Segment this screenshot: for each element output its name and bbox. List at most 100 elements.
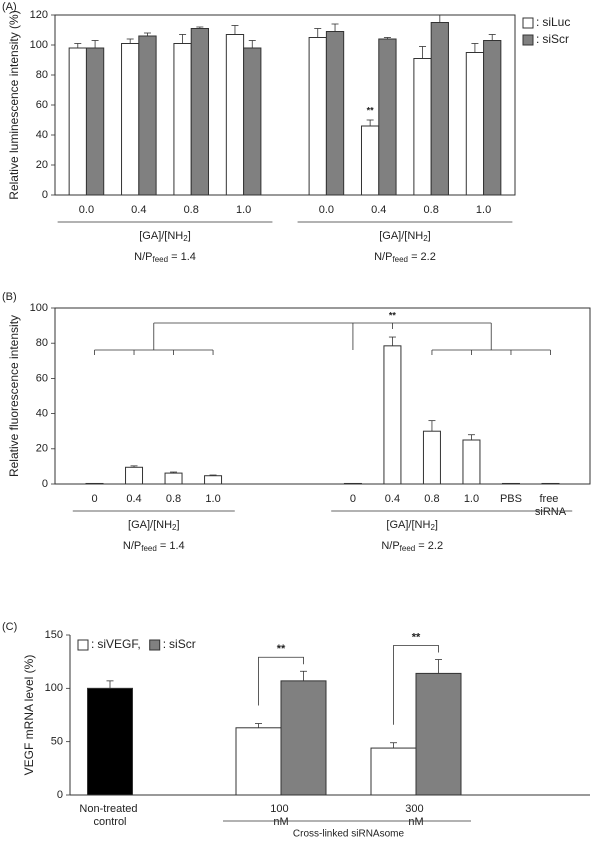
bar [138, 35, 157, 196]
x-tick-label: 0.4 [131, 204, 146, 216]
panel-label: (C) [2, 621, 17, 633]
x-tick-label: 300 nM [405, 803, 426, 828]
group-ratio-label-part: [GA]/[NH [128, 519, 172, 531]
y-tick-label: 0 [42, 189, 48, 201]
x-tick-label: 1.0 [476, 204, 491, 216]
group-ratio-label-part: [GA]/[NH [139, 230, 183, 242]
group-np-label: N/Pfeed = 1.4 [134, 251, 196, 264]
legend-swatch [149, 639, 161, 651]
y-tick-label: 20 [36, 443, 48, 455]
x-tick-label: 0.8 [424, 204, 439, 216]
x-tick-label: free siRNA [535, 493, 567, 518]
plot-frame [54, 307, 591, 485]
group-np-label-part: = 2.2 [408, 251, 436, 263]
bar [343, 482, 362, 485]
y-tick-label: 80 [36, 337, 48, 349]
legend-name: siLuc [542, 15, 570, 29]
bar [541, 482, 560, 485]
legend-name: siVEGF [97, 637, 138, 651]
group-np-label-part: N/P [123, 540, 141, 552]
bar [370, 747, 417, 796]
control-bar [87, 687, 133, 796]
bar [280, 680, 327, 796]
group-np-label-part: feed [152, 255, 168, 264]
bar [462, 439, 481, 485]
group-np-label: N/Pfeed = 1.4 [123, 540, 185, 553]
legend-prefix: : [91, 637, 94, 651]
significance-bracket [393, 645, 439, 725]
bar [422, 430, 441, 485]
significance-label: ** [277, 643, 286, 655]
y-tick-label: 100 [30, 39, 48, 51]
y-tick-label: 80 [36, 69, 48, 81]
legend-name: siScr [169, 637, 196, 651]
legend-label: : siVEGF, [91, 637, 141, 651]
group-np-label-part: feed [392, 255, 408, 264]
legend-separator: , [137, 637, 140, 651]
bar [204, 475, 223, 485]
group-ratio-label-part: 2 [172, 523, 177, 532]
annotation: ** [367, 105, 375, 115]
y-axis-label: Relative luminescence intensity (%) [7, 10, 21, 199]
legend-label: : siScr [163, 637, 196, 651]
x-tick-label: 0.4 [126, 493, 141, 505]
legend-label: : siScr [536, 32, 569, 46]
y-tick-label: 60 [36, 372, 48, 384]
y-tick-label: 0 [42, 478, 48, 490]
group-ratio-label-part: ] [428, 230, 431, 242]
bar [308, 37, 327, 196]
y-tick-label: 50 [51, 736, 63, 748]
bar [415, 672, 462, 796]
panel-label: (A) [2, 1, 17, 13]
group-np-label: N/Pfeed = 2.2 [381, 540, 443, 553]
legend-prefix: : [163, 637, 166, 651]
bar [235, 727, 282, 796]
bar [430, 22, 449, 196]
group-np-label-part: = 1.4 [157, 540, 185, 552]
y-tick-label: 100 [45, 682, 63, 694]
group-np-label-part: = 2.2 [415, 540, 443, 552]
x-tick-label: 0 [350, 493, 356, 505]
bar [465, 52, 485, 196]
y-tick-label: 120 [30, 9, 48, 21]
group-ratio-label-part: ] [435, 519, 438, 531]
x-tick-label: PBS [500, 493, 522, 505]
bar [173, 43, 192, 196]
group-np-label: N/Pfeed = 2.2 [374, 251, 436, 264]
group-ratio-label: [GA]/[NH2] [386, 519, 438, 532]
bar [121, 43, 140, 196]
group-ratio-label-part: [GA]/[NH [386, 519, 430, 531]
y-tick-label: 40 [36, 408, 48, 420]
x-tick-label: 0.4 [371, 204, 386, 216]
x-tick-label: 0.8 [166, 493, 181, 505]
bar [190, 28, 210, 196]
y-axis-label: Relative fluorescence intensity [7, 315, 21, 477]
group-ratio-label-part: ] [188, 230, 191, 242]
y-tick-label: 100 [30, 302, 48, 314]
legend-swatch [77, 639, 89, 651]
group-ratio-label-part: 2 [183, 234, 188, 243]
bar [383, 345, 402, 485]
y-tick-label: 40 [36, 129, 48, 141]
group-np-label-part: N/P [374, 251, 392, 263]
x-tick-label: 0.4 [385, 493, 400, 505]
group-ratio-label-part: 2 [423, 234, 428, 243]
x-tick-label: 100 nM [270, 803, 291, 828]
group-ratio-label: [GA]/[NH2] [379, 230, 431, 243]
group-np-label-part: N/P [381, 540, 399, 552]
group-ratio-label: [GA]/[NH2] [139, 230, 191, 243]
group-np-label-part: N/P [134, 251, 152, 263]
legend-swatch [522, 17, 534, 29]
bar [483, 40, 502, 196]
bar [225, 34, 245, 196]
y-axis-label: VEGF mRNA level (%) [22, 655, 36, 776]
legend-swatch [522, 34, 534, 46]
legend-prefix: : [536, 32, 539, 46]
bar [413, 58, 432, 196]
x-tick-label: 0.0 [79, 204, 94, 216]
bar [243, 47, 262, 196]
x-tick-label: 1.0 [205, 493, 220, 505]
significance-label: ** [412, 631, 421, 643]
legend-label: : siLuc [536, 15, 570, 29]
